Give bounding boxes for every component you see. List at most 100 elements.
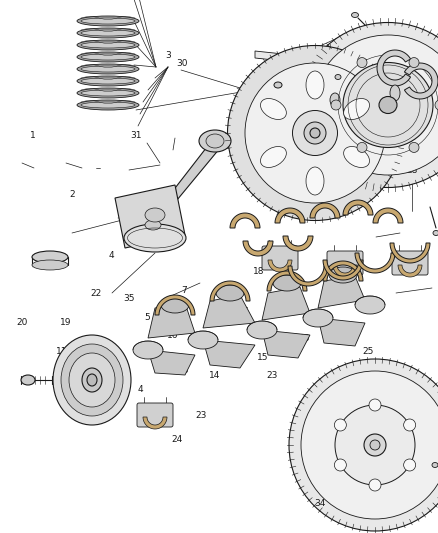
Text: 17: 17 [198,332,209,340]
Polygon shape [262,330,310,358]
Ellipse shape [81,30,135,36]
Ellipse shape [274,82,282,88]
Circle shape [435,100,438,110]
Polygon shape [155,295,195,315]
Ellipse shape [335,75,341,79]
Ellipse shape [199,130,231,152]
Text: 7: 7 [181,286,187,295]
Ellipse shape [81,18,135,24]
Polygon shape [203,340,255,368]
Ellipse shape [303,309,333,327]
FancyBboxPatch shape [262,246,298,270]
Ellipse shape [161,297,189,313]
Ellipse shape [81,54,135,60]
FancyBboxPatch shape [392,251,428,275]
Circle shape [334,459,346,471]
Ellipse shape [247,321,277,339]
Ellipse shape [77,52,139,62]
Ellipse shape [77,88,139,98]
Text: 35: 35 [124,294,135,303]
Ellipse shape [364,434,386,456]
Polygon shape [243,241,273,256]
Ellipse shape [77,100,139,110]
Polygon shape [323,261,363,281]
Ellipse shape [81,78,135,84]
Ellipse shape [21,375,35,385]
Ellipse shape [206,134,224,148]
Ellipse shape [32,260,68,270]
Polygon shape [343,200,373,215]
Polygon shape [262,287,310,320]
Ellipse shape [216,285,244,301]
Circle shape [409,142,419,152]
Polygon shape [115,185,185,248]
Ellipse shape [335,405,415,485]
Circle shape [357,58,367,68]
Text: 16: 16 [167,332,179,340]
Polygon shape [203,295,255,328]
Ellipse shape [188,331,218,349]
Polygon shape [333,265,357,277]
Ellipse shape [300,22,438,188]
Text: 3: 3 [166,52,172,60]
Ellipse shape [432,463,438,467]
Circle shape [331,100,341,110]
Ellipse shape [145,208,165,222]
Text: 24: 24 [172,435,183,444]
Polygon shape [148,350,195,375]
Ellipse shape [261,99,286,119]
Ellipse shape [77,28,139,38]
Ellipse shape [310,128,320,138]
Ellipse shape [293,110,338,156]
Polygon shape [283,236,313,251]
Ellipse shape [314,35,438,175]
Polygon shape [275,208,305,223]
Ellipse shape [344,99,370,119]
Ellipse shape [344,147,370,167]
Ellipse shape [329,267,357,283]
Text: 31: 31 [130,132,141,140]
Ellipse shape [390,85,400,101]
FancyBboxPatch shape [137,403,173,427]
Text: 4: 4 [109,252,114,260]
Text: 1: 1 [30,132,36,140]
Ellipse shape [81,90,135,96]
Text: 36: 36 [391,446,402,455]
Text: 4: 4 [138,385,143,393]
Polygon shape [377,50,410,86]
Ellipse shape [306,71,324,99]
Text: 13: 13 [178,366,190,375]
Text: 18: 18 [253,268,264,276]
Polygon shape [398,265,422,277]
Ellipse shape [306,167,324,195]
FancyBboxPatch shape [327,251,363,275]
Circle shape [404,419,416,431]
Ellipse shape [77,64,139,74]
Polygon shape [373,208,403,223]
Text: 30: 30 [176,60,187,68]
Ellipse shape [124,224,186,252]
Text: 8: 8 [159,244,165,252]
Text: 22: 22 [91,289,102,297]
Text: 34: 34 [314,499,325,508]
Ellipse shape [227,45,403,221]
Polygon shape [148,303,195,338]
Polygon shape [390,243,430,263]
Ellipse shape [352,12,358,18]
Circle shape [357,142,367,152]
Text: 28: 28 [406,166,417,175]
Ellipse shape [245,63,385,203]
Text: 15: 15 [257,353,268,361]
Polygon shape [323,260,363,280]
Polygon shape [318,276,365,308]
Polygon shape [404,63,438,99]
Text: 14: 14 [209,372,220,380]
Ellipse shape [301,371,438,519]
Circle shape [334,419,346,431]
Circle shape [409,58,419,68]
Ellipse shape [289,359,438,531]
Polygon shape [143,417,167,429]
Ellipse shape [261,147,286,167]
Text: 6: 6 [181,300,187,308]
Ellipse shape [355,296,385,314]
